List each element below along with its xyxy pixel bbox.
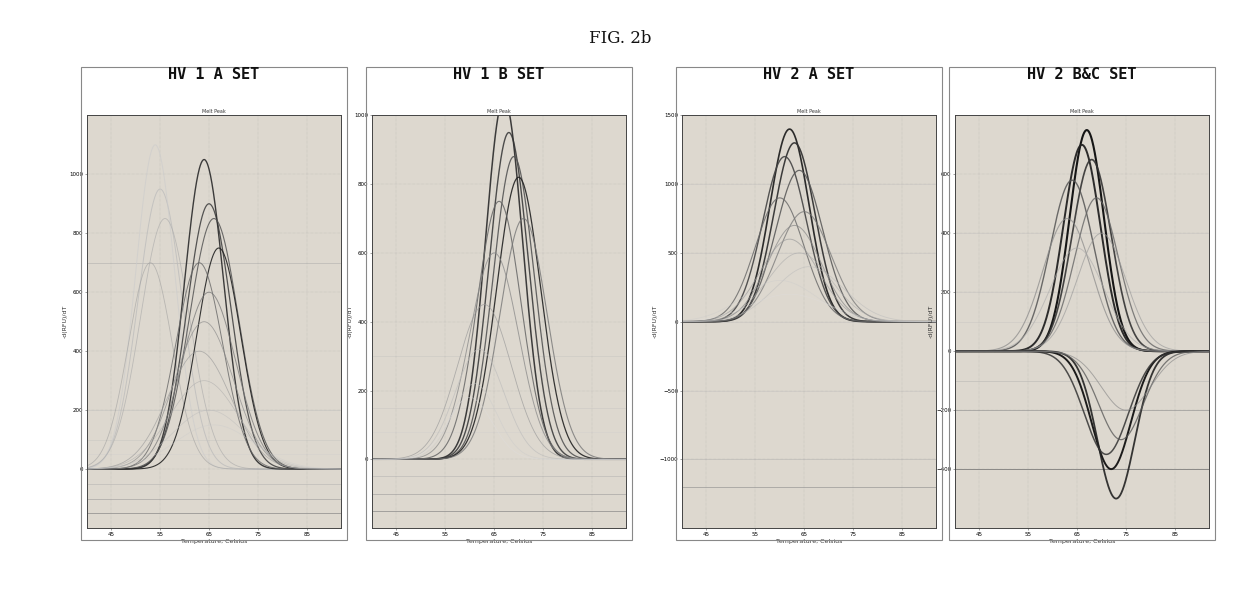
Title: Melt Peak: Melt Peak	[797, 109, 821, 114]
Y-axis label: -d(RFU)/dT: -d(RFU)/dT	[62, 305, 67, 338]
Y-axis label: -d(RFU)/dT: -d(RFU)/dT	[347, 305, 352, 338]
Text: HV 2 A SET: HV 2 A SET	[764, 67, 854, 82]
Title: Melt Peak: Melt Peak	[1070, 109, 1094, 114]
Y-axis label: -d(RFU)/dT: -d(RFU)/dT	[929, 305, 934, 338]
X-axis label: Temperature, Celsius: Temperature, Celsius	[776, 540, 842, 544]
X-axis label: Temperature, Celsius: Temperature, Celsius	[1049, 540, 1115, 544]
Title: Melt Peak: Melt Peak	[487, 109, 511, 114]
Text: HV 1 B SET: HV 1 B SET	[454, 67, 544, 82]
Y-axis label: -d(RFU)/dT: -d(RFU)/dT	[652, 305, 657, 338]
Text: HV 2 B&C SET: HV 2 B&C SET	[1027, 67, 1137, 82]
Text: FIG. 2b: FIG. 2b	[589, 30, 651, 47]
X-axis label: Temperature, Celsius: Temperature, Celsius	[466, 540, 532, 544]
Text: HV 1 A SET: HV 1 A SET	[169, 67, 259, 82]
X-axis label: Temperature, Celsius: Temperature, Celsius	[181, 540, 247, 544]
Title: Melt Peak: Melt Peak	[202, 109, 226, 114]
